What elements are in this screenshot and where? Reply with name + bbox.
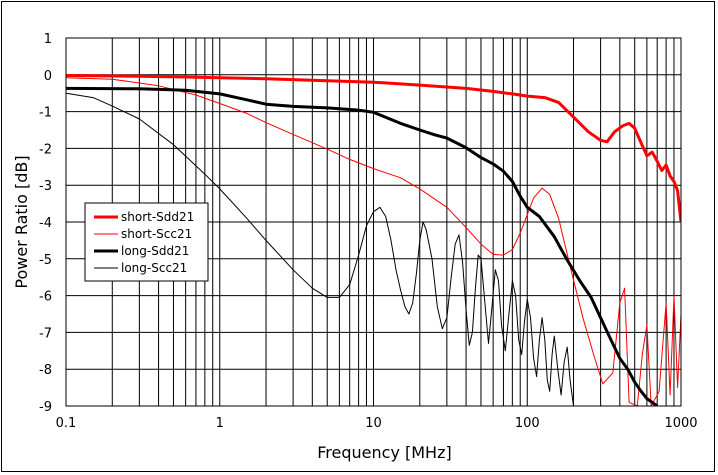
series-layer bbox=[66, 74, 681, 406]
y-tick-label: -1 bbox=[39, 106, 52, 121]
y-ticks: 1 0 -1 -2 -3 -4 -5 -6 -7 -8 -9 bbox=[39, 32, 52, 415]
y-tick-label: 1 bbox=[44, 32, 52, 47]
x-tick-label: 100 bbox=[515, 416, 540, 431]
y-tick-label: -3 bbox=[39, 179, 52, 194]
y-axis-label: Power Ratio [dB] bbox=[12, 155, 31, 288]
x-tick-label: 1000 bbox=[664, 416, 697, 431]
y-tick-label: -7 bbox=[39, 326, 52, 341]
series-line-long-Scc21 bbox=[66, 92, 574, 406]
y-tick-label: -9 bbox=[39, 400, 52, 415]
legend-entry: short-Scc21 bbox=[121, 227, 192, 241]
x-tick-label: 0.1 bbox=[56, 416, 77, 431]
y-tick-label: -2 bbox=[39, 142, 52, 157]
legend-entry: short-Sdd21 bbox=[121, 210, 194, 224]
y-tick-label: -8 bbox=[39, 363, 52, 378]
series-line-short-Sdd21 bbox=[66, 74, 681, 223]
plot-border bbox=[65, 37, 682, 407]
series-line-short-Scc21 bbox=[66, 77, 681, 406]
legend-entry: long-Sdd21 bbox=[121, 244, 189, 258]
y-tick-label: -6 bbox=[39, 290, 52, 305]
x-axis-label: Frequency [MHz] bbox=[317, 443, 451, 462]
y-tick-label: -4 bbox=[39, 216, 52, 231]
x-tick-label: 10 bbox=[365, 416, 382, 431]
legend: short-Sdd21 short-Scc21 long-Sdd21 long-Scc… bbox=[84, 202, 209, 282]
x-ticks: 0.1 1 10 100 1000 bbox=[56, 416, 698, 431]
y-tick-label: -5 bbox=[39, 253, 52, 268]
x-tick-label: 1 bbox=[216, 416, 224, 431]
y-tick-label: 0 bbox=[44, 69, 52, 84]
legend-entry: long-Scc21 bbox=[121, 261, 187, 275]
series-line-long-Sdd21 bbox=[66, 86, 659, 406]
